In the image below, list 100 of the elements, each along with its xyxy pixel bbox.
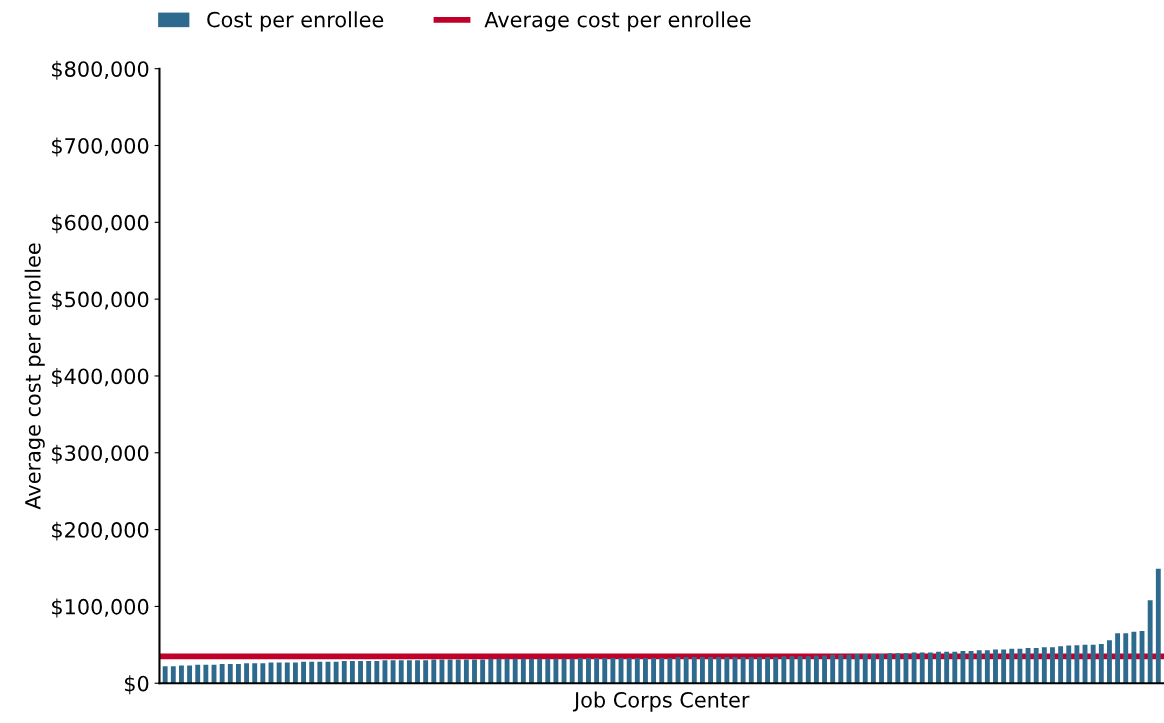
bar	[203, 664, 209, 684]
bar	[309, 661, 315, 684]
bar	[993, 649, 998, 684]
legend-label: Average cost per enrollee	[484, 11, 751, 32]
bar	[1066, 645, 1072, 684]
bar	[317, 661, 323, 684]
bar	[235, 664, 241, 684]
bar	[1123, 633, 1129, 684]
bar	[683, 657, 689, 684]
bar	[887, 653, 893, 684]
bar	[838, 654, 844, 684]
bar	[699, 657, 705, 684]
bar	[341, 660, 347, 684]
bar	[512, 658, 518, 684]
bar	[252, 663, 258, 684]
bar	[244, 663, 250, 684]
bar	[398, 660, 404, 684]
bar	[431, 659, 437, 684]
bar	[537, 658, 543, 684]
bar	[366, 660, 372, 684]
bar	[349, 660, 355, 684]
bar	[1107, 640, 1112, 684]
bar	[667, 657, 673, 684]
bar	[284, 662, 290, 684]
bar	[1033, 647, 1039, 684]
bar	[805, 656, 811, 684]
bar	[1155, 568, 1161, 684]
bar	[553, 658, 559, 684]
x-axis-title: Job Corps Center	[572, 691, 750, 712]
bar	[1090, 644, 1096, 684]
bar	[472, 659, 477, 684]
bar	[797, 656, 803, 684]
bar	[773, 657, 779, 684]
bar	[586, 657, 591, 684]
bar	[179, 665, 184, 684]
bar	[1115, 633, 1121, 684]
bar	[862, 654, 868, 684]
bar	[1131, 631, 1137, 684]
bar	[358, 660, 363, 684]
bar	[439, 659, 445, 684]
bar	[960, 650, 966, 684]
bar	[691, 657, 697, 684]
bar	[870, 654, 876, 684]
bar	[301, 661, 306, 684]
bar	[1058, 646, 1064, 684]
bar	[781, 656, 787, 684]
bar	[1001, 649, 1007, 684]
bar	[423, 660, 429, 684]
bar	[455, 659, 461, 684]
bar	[602, 657, 608, 684]
y-tick-label: $800,000	[52, 60, 149, 80]
bar	[634, 657, 640, 684]
bar	[1050, 647, 1055, 684]
y-axis-title: Average cost per enrollee	[24, 243, 45, 510]
bar	[594, 657, 600, 684]
bar	[879, 654, 884, 684]
bar	[488, 658, 494, 684]
bar	[219, 664, 225, 684]
bar	[659, 657, 665, 684]
bar	[895, 653, 901, 684]
bar	[529, 658, 534, 684]
bar	[643, 657, 648, 684]
y-tick-label: $0	[124, 675, 149, 695]
bar	[496, 658, 502, 684]
bar	[854, 654, 860, 684]
bar	[333, 661, 339, 684]
bar	[984, 650, 990, 684]
bar	[952, 651, 958, 684]
bar	[1147, 600, 1153, 684]
bar	[447, 659, 453, 684]
bar	[292, 662, 298, 684]
bar	[260, 663, 266, 684]
bar	[1074, 645, 1080, 684]
bar	[480, 659, 486, 684]
y-tick-label: $400,000	[52, 368, 149, 387]
bar	[1009, 648, 1015, 684]
bar	[170, 666, 176, 684]
bar	[813, 655, 819, 684]
bar	[195, 664, 201, 684]
bar	[740, 657, 746, 684]
bar	[968, 650, 974, 684]
bar	[520, 658, 526, 684]
bar	[463, 659, 469, 684]
bar	[976, 650, 982, 684]
bar	[708, 657, 714, 684]
bar	[1041, 647, 1047, 684]
bar	[822, 655, 827, 684]
bar	[927, 652, 933, 684]
bar	[569, 658, 575, 684]
y-tick-label: $700,000	[52, 137, 149, 157]
bar	[390, 660, 396, 684]
bar	[716, 657, 722, 684]
bar	[1017, 648, 1023, 684]
bar	[724, 657, 730, 684]
bar	[162, 666, 168, 684]
bar	[651, 657, 657, 684]
bar	[1098, 644, 1104, 684]
legend-label: Cost per enrollee	[207, 11, 384, 32]
bar	[227, 664, 233, 684]
bar	[830, 654, 836, 684]
